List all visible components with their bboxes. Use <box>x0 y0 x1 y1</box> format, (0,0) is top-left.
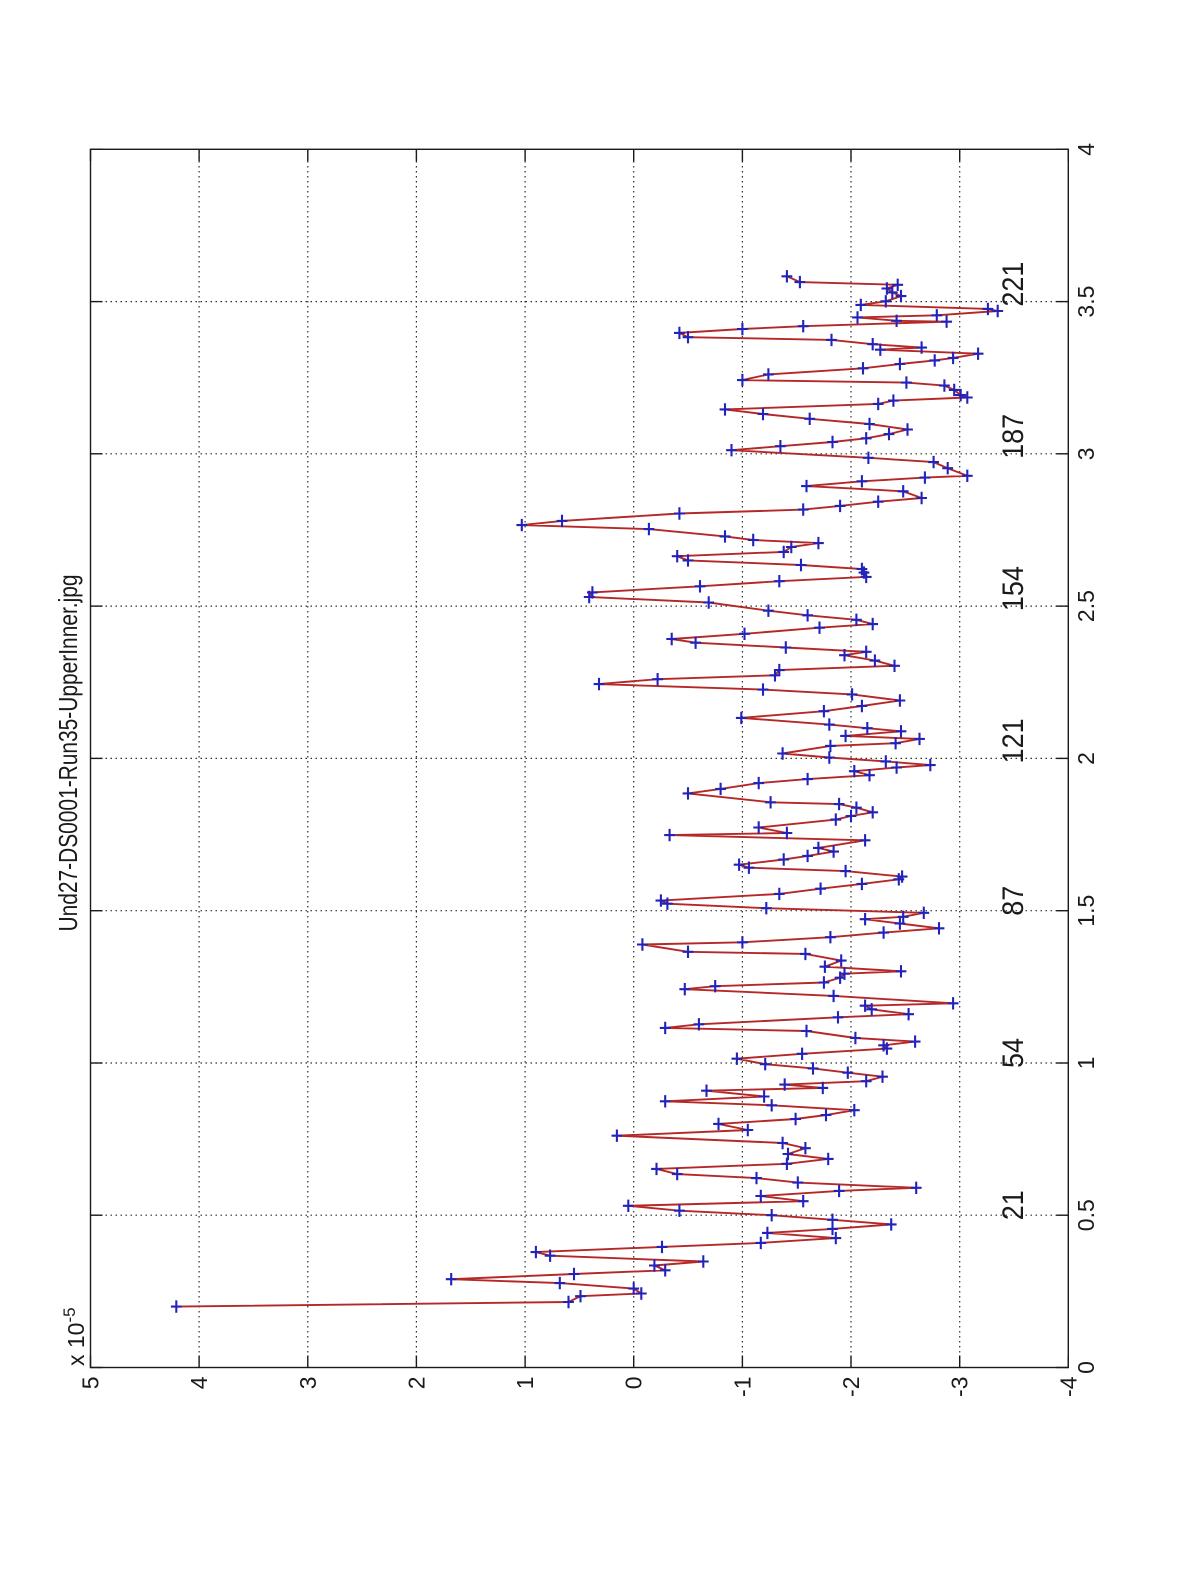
svg-text:0.5: 0.5 <box>1073 1199 1099 1231</box>
svg-text:-3: -3 <box>947 1377 973 1397</box>
svg-text:-2: -2 <box>838 1377 864 1397</box>
svg-text:54: 54 <box>997 1038 1030 1068</box>
svg-text:187: 187 <box>997 414 1030 459</box>
svg-text:1.5: 1.5 <box>1073 895 1099 927</box>
svg-text:2.5: 2.5 <box>1073 590 1099 622</box>
svg-text:-1: -1 <box>729 1377 755 1397</box>
svg-text:21: 21 <box>997 1190 1030 1220</box>
svg-text:121: 121 <box>997 718 1030 763</box>
svg-text:0: 0 <box>1073 1361 1099 1374</box>
svg-text:Und27-DS0001-Run35-UpperInner.: Und27-DS0001-Run35-UpperInner.jpg <box>53 575 83 932</box>
svg-text:87: 87 <box>997 886 1030 916</box>
svg-text:3: 3 <box>295 1377 321 1390</box>
svg-text:1: 1 <box>512 1377 538 1390</box>
svg-text:4: 4 <box>1073 143 1099 156</box>
svg-text:3.5: 3.5 <box>1073 286 1099 318</box>
svg-text:0: 0 <box>621 1377 647 1390</box>
svg-text:154: 154 <box>997 566 1030 611</box>
svg-text:221: 221 <box>997 262 1030 307</box>
svg-text:x 10-5: x 10-5 <box>60 1307 89 1366</box>
svg-text:2: 2 <box>403 1377 429 1390</box>
svg-text:1: 1 <box>1073 1057 1099 1070</box>
svg-text:3: 3 <box>1073 447 1099 460</box>
svg-text:5: 5 <box>78 1377 104 1390</box>
svg-text:4: 4 <box>186 1376 212 1389</box>
svg-text:2: 2 <box>1073 752 1099 765</box>
svg-text:-4: -4 <box>1055 1376 1081 1397</box>
